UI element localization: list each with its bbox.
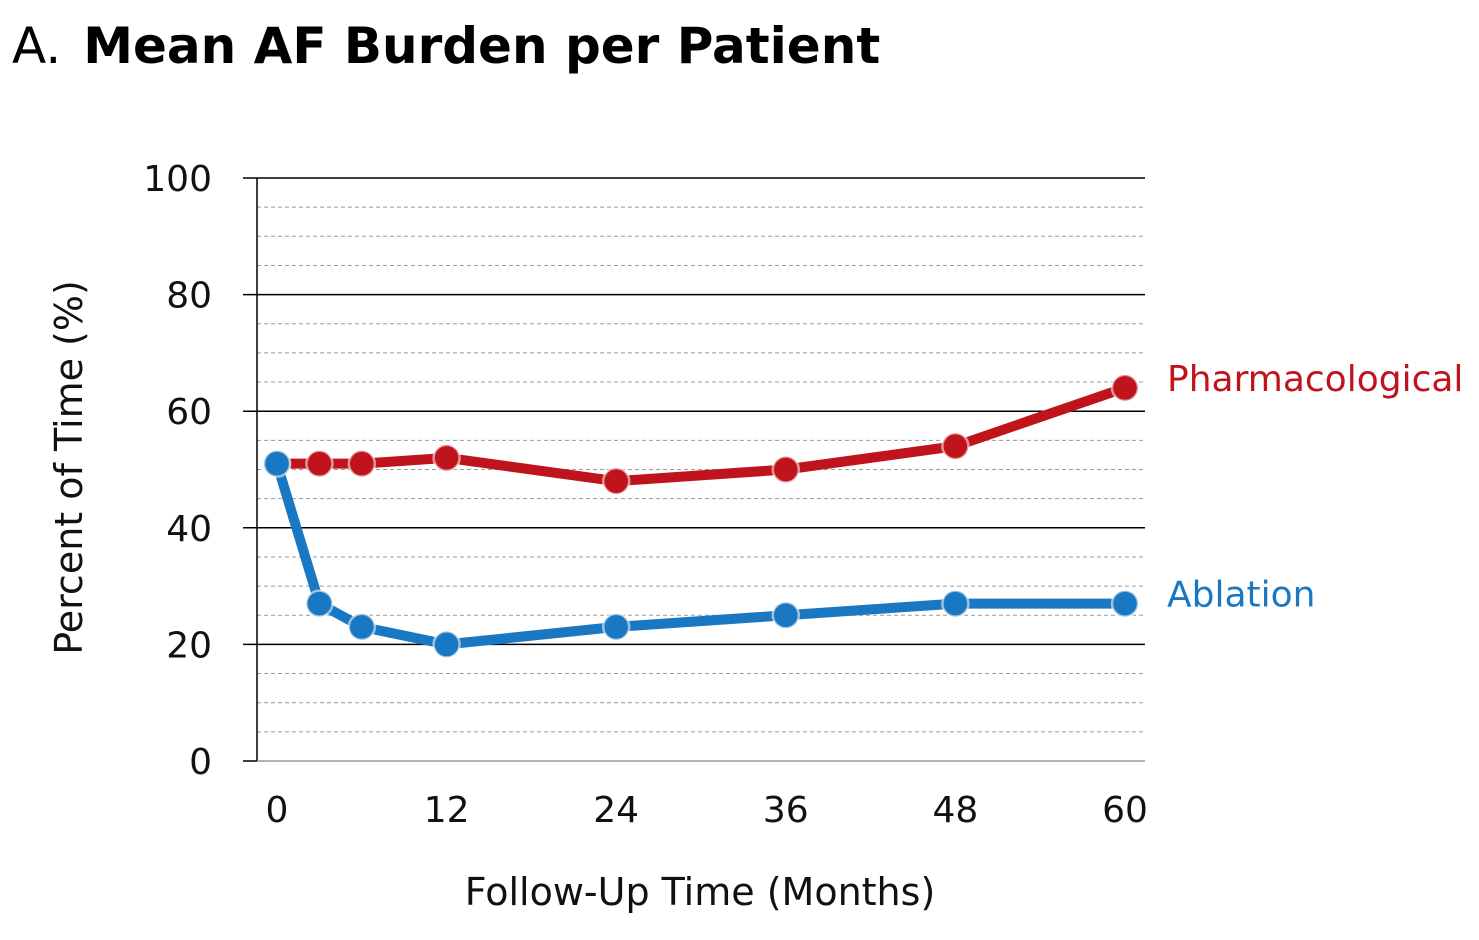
ablation-series-label: Ablation — [1167, 575, 1316, 616]
pharmacological-point — [601, 466, 631, 496]
pharmacological-point — [941, 431, 970, 461]
pharmacological-point — [305, 449, 334, 478]
x-tick-label: 24 — [593, 790, 639, 831]
ablation-point — [1110, 589, 1140, 618]
data-series — [262, 373, 1140, 659]
ablation-point — [771, 601, 801, 630]
pharmacological-point — [771, 455, 801, 484]
ablation-point — [941, 589, 970, 618]
pharmacological-point — [347, 449, 377, 478]
y-axis-title: Percent of Time (%) — [47, 280, 91, 655]
title-text: Mean AF Burden per Patient — [83, 17, 881, 75]
ablation-point — [601, 612, 631, 642]
y-tick-label: 100 — [143, 159, 212, 200]
ablation-point — [305, 589, 334, 618]
panel-label: A. — [12, 17, 62, 75]
gridlines — [243, 177, 1145, 733]
axis-labels: 0 20 40 60 80 100 0 12 24 36 48 60 Follow-Up Time (M… — [47, 159, 1463, 914]
pharmacological-point — [432, 443, 461, 473]
axes — [243, 178, 1145, 762]
x-tick-label: 0 — [266, 790, 289, 831]
ablation-line — [272, 458, 1130, 650]
x-axis-title: Follow-Up Time (Months) — [465, 870, 936, 914]
x-tick-label: 36 — [763, 790, 809, 831]
x-tick-label: 12 — [424, 790, 470, 831]
ablation-point — [432, 630, 461, 659]
y-tick-label: 20 — [166, 625, 212, 666]
ablation-point — [347, 612, 377, 642]
pharmacological-series-label: Pharmacological — [1167, 359, 1463, 400]
y-tick-label: 80 — [166, 276, 212, 317]
ablation-point — [262, 449, 292, 478]
pharmacological-line — [272, 382, 1130, 487]
chart-title: A. Mean AF Burden per Patient — [12, 14, 880, 78]
pharmacological-point — [1110, 373, 1140, 403]
y-tick-label: 0 — [189, 742, 212, 783]
y-tick-label: 40 — [166, 509, 212, 550]
x-tick-label: 48 — [932, 790, 978, 831]
x-tick-label: 60 — [1102, 790, 1148, 831]
y-tick-label: 60 — [166, 392, 212, 433]
